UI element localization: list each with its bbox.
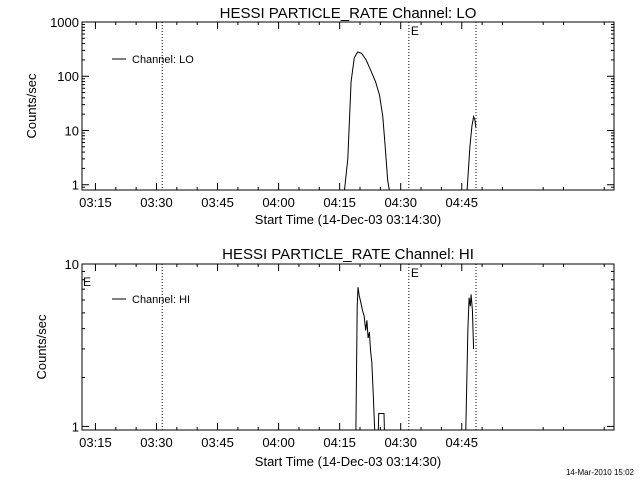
y-tick-label: 1 (72, 178, 79, 193)
legend-label: Channel: LO (132, 54, 194, 66)
time-marker-label: E (411, 24, 419, 38)
series-line (465, 294, 475, 431)
series-line (466, 114, 477, 191)
corner-marker-label: E (83, 275, 91, 289)
x-tick-label: 04:30 (384, 435, 417, 450)
x-axis-label: Start Time (14-Dec-03 03:14:30) (255, 212, 441, 227)
x-tick-label: 04:00 (262, 435, 295, 450)
series-line (344, 51, 390, 191)
y-axis-label: Counts/sec (34, 314, 49, 380)
chart-title: HESSI PARTICLE_RATE Channel: LO (220, 5, 477, 22)
legend-label: Channel: HI (132, 294, 190, 306)
plot-frame (81, 263, 615, 431)
y-tick-label: 10 (65, 257, 79, 272)
x-tick-label: 03:45 (201, 435, 234, 450)
x-axis-label: Start Time (14-Dec-03 03:14:30) (255, 454, 441, 469)
panel-lo: HESSI PARTICLE_RATE Channel: LO 03:15 03:3… (24, 5, 615, 227)
x-tick-label: 04:00 (262, 195, 295, 210)
x-tick-label: 03:30 (140, 435, 173, 450)
time-marker-label: E (411, 266, 419, 280)
x-tick-label: 04:45 (445, 195, 478, 210)
x-tick-label: 03:45 (201, 195, 234, 210)
x-tick-label: 04:15 (323, 195, 356, 210)
series-line (377, 413, 385, 431)
x-tick-label: 04:15 (323, 435, 356, 450)
x-tick-label: 04:45 (445, 435, 478, 450)
y-tick-label: 1 (72, 419, 79, 434)
series-line (355, 287, 376, 431)
y-tick-label: 100 (57, 69, 79, 84)
plot-frame (81, 21, 615, 191)
x-tick-label: 03:15 (79, 195, 112, 210)
x-tick-label: 03:15 (79, 435, 112, 450)
y-axis-label: Counts/sec (24, 73, 39, 139)
x-tick-label: 03:30 (140, 195, 173, 210)
x-tick-label: 04:30 (384, 195, 417, 210)
y-tick-label: 10 (65, 123, 79, 138)
chart-title: HESSI PARTICLE_RATE Channel: HI (222, 246, 474, 263)
y-tick-label: 1000 (50, 15, 79, 30)
timestamp: 14-Mar-2010 15:02 (565, 468, 634, 477)
panel-hi: HESSI PARTICLE_RATE Channel: HI 03:15 03:3… (34, 246, 615, 469)
